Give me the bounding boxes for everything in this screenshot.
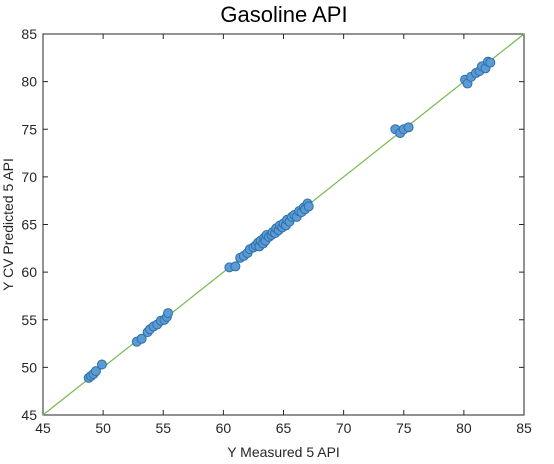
y-tick-label: 50 xyxy=(21,359,37,375)
x-tick-label: 85 xyxy=(516,420,532,436)
axis-ticks: 45 50 55 60 65 70 75 80 85 45 50 55 60 65 70 75 80 85 xyxy=(21,26,532,436)
chart-title: Gasoline API xyxy=(220,2,347,27)
x-axis-label: Y Measured 5 API xyxy=(227,444,340,460)
x-tick-label: 60 xyxy=(216,420,232,436)
x-tick-label: 45 xyxy=(35,420,51,436)
y-tick-label: 45 xyxy=(21,407,37,423)
y-tick-label: 75 xyxy=(21,121,37,137)
data-point xyxy=(303,201,314,212)
y-tick-label: 80 xyxy=(21,74,37,90)
data-point xyxy=(90,366,101,377)
y-tick-label: 55 xyxy=(21,312,37,328)
y-axis-label: Y CV Predicted 5 API xyxy=(0,158,16,291)
data-points xyxy=(83,56,496,383)
data-point xyxy=(403,122,414,133)
y-tick-label: 60 xyxy=(21,264,37,280)
data-point xyxy=(96,359,107,370)
data-point xyxy=(230,261,241,272)
x-tick-label: 50 xyxy=(95,420,111,436)
x-tick-label: 80 xyxy=(456,420,472,436)
data-point xyxy=(485,57,496,68)
data-point xyxy=(136,333,147,344)
x-tick-label: 55 xyxy=(155,420,171,436)
x-tick-label: 75 xyxy=(396,420,412,436)
data-point xyxy=(163,308,174,319)
y-tick-label: 85 xyxy=(21,26,37,42)
y-tick-label: 70 xyxy=(21,169,37,185)
x-tick-label: 65 xyxy=(276,420,292,436)
x-tick-label: 70 xyxy=(336,420,352,436)
y-tick-label: 65 xyxy=(21,217,37,233)
